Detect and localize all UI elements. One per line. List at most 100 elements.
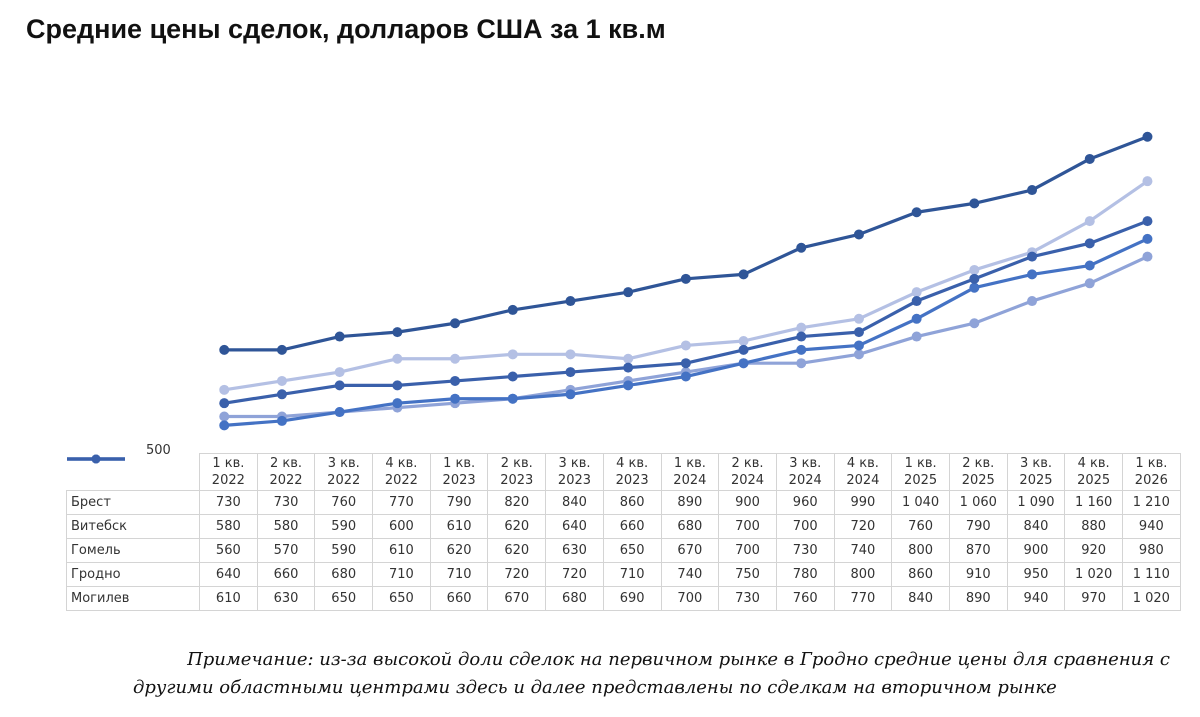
quarter-label: 3 кв. (327, 456, 360, 471)
data-label: 750 (718, 562, 777, 587)
data-label: 880 (1064, 514, 1123, 539)
year-label: 2022 (269, 473, 303, 488)
data-table: 1 кв. 2022 2 кв. 2022 3 кв. 2022 4 кв. 2022 1 кв… (66, 453, 1181, 611)
data-label: 1 110 (1122, 562, 1181, 587)
quarter-label: 3 кв. (789, 456, 822, 471)
data-point (565, 349, 576, 360)
data-label: 680 (545, 586, 604, 611)
year-label: 2022 (327, 473, 361, 488)
data-label: 710 (602, 562, 662, 587)
data-point (507, 304, 518, 315)
data-label: 740 (833, 538, 893, 563)
quarter-label: 1 кв. (443, 456, 476, 471)
data-label: 900 (1006, 538, 1066, 563)
series-line-Брест (224, 135, 1149, 352)
data-label: 640 (545, 514, 604, 539)
data-label: 630 (256, 586, 316, 611)
data-point (392, 380, 403, 391)
year-label: 2025 (1019, 473, 1053, 488)
data-label: 590 (314, 514, 374, 539)
data-point (219, 344, 230, 355)
data-point (565, 389, 576, 400)
data-label: 600 (372, 514, 431, 539)
table-row: Витебск 580 580 590 600 610 620 640 660 680 700 700… (66, 454, 1181, 539)
data-point (680, 371, 691, 382)
data-point (969, 273, 980, 284)
data-point (1027, 296, 1038, 307)
x-tick-label: 1 кв. 2024 (660, 453, 720, 491)
data-point (1027, 185, 1038, 196)
data-label: 940 (1122, 514, 1181, 539)
note-line-1: Примечание: из-за высокой доли сделок на… (187, 649, 1170, 670)
data-point (853, 327, 864, 338)
data-point (276, 389, 287, 400)
data-label: 990 (833, 490, 893, 515)
data-label: 660 (429, 586, 489, 611)
data-label: 680 (314, 562, 374, 587)
data-label: 560 (199, 538, 258, 563)
data-point (334, 407, 345, 418)
data-point (738, 269, 749, 280)
data-point (623, 287, 634, 298)
data-label: 950 (1006, 562, 1066, 587)
data-label: 910 (948, 562, 1008, 587)
data-point (276, 344, 287, 355)
legend-label: Гомель (71, 543, 121, 558)
data-label: 1 210 (1122, 490, 1181, 515)
legend-entry: Витебск (66, 454, 200, 539)
x-tick-label: 2 кв. 2022 (256, 453, 316, 491)
data-label: 1 090 (1006, 490, 1066, 515)
table-row: Гродно 640 660 680 710 710 720 720 710 740 750 780 8… (66, 454, 1181, 587)
year-label: 2024 (846, 473, 880, 488)
data-label: 670 (487, 586, 547, 611)
data-label: 890 (948, 586, 1008, 611)
data-point (276, 375, 287, 386)
data-point (796, 331, 807, 342)
data-point (911, 296, 922, 307)
data-label: 770 (833, 586, 893, 611)
data-label: 760 (891, 514, 950, 539)
x-tick-label: 3 кв. 2022 (314, 453, 374, 491)
data-label: 700 (660, 586, 720, 611)
year-label: 2024 (673, 473, 707, 488)
legend-label: Витебск (71, 519, 127, 534)
data-point (450, 375, 461, 386)
data-point (680, 340, 691, 351)
quarter-label: 1 кв. (1135, 456, 1168, 471)
data-label: 730 (718, 586, 777, 611)
data-label: 590 (314, 538, 374, 563)
data-point (1142, 216, 1153, 227)
data-point (911, 313, 922, 324)
data-point (507, 349, 518, 360)
year-label: 2024 (730, 473, 765, 488)
legend-entry: Гродно (66, 454, 200, 587)
data-label: 610 (372, 538, 431, 563)
data-point (450, 393, 461, 404)
legend-entry: Гомель (66, 454, 200, 563)
data-label: 580 (256, 514, 316, 539)
data-point (1027, 269, 1038, 280)
data-label: 970 (1064, 586, 1123, 611)
table-row: Брест 730 730 760 770 790 820 840 860 890 900 960 99… (66, 454, 1181, 515)
data-point (969, 282, 980, 293)
data-point (796, 358, 807, 369)
data-label: 720 (487, 562, 547, 587)
year-label: 2026 (1134, 473, 1168, 488)
data-label: 610 (199, 586, 258, 611)
legend-label: Могилев (71, 591, 130, 606)
data-point (853, 340, 864, 351)
data-label: 1 020 (1064, 562, 1123, 587)
data-label: 610 (429, 514, 489, 539)
data-point (392, 353, 403, 364)
data-point (1084, 216, 1095, 227)
data-point (969, 264, 980, 275)
x-tick-label: 3 кв. 2023 (545, 453, 604, 491)
data-label: 820 (487, 490, 547, 515)
data-label: 660 (256, 562, 316, 587)
data-label: 980 (1122, 538, 1181, 563)
year-label: 2025 (961, 473, 995, 488)
data-point (853, 229, 864, 240)
year-label: 2022 (384, 473, 418, 488)
data-label: 1 020 (1122, 586, 1181, 611)
data-label: 870 (948, 538, 1008, 563)
